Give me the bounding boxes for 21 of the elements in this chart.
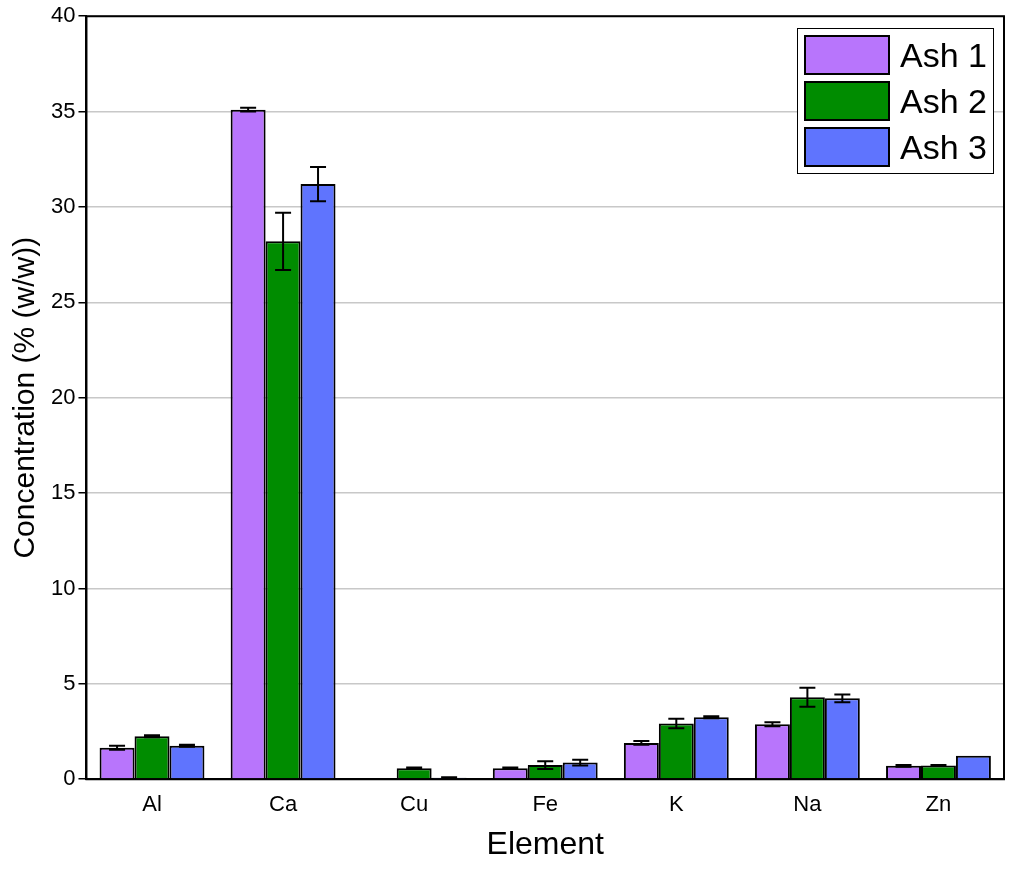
legend-label: Ash 1 bbox=[900, 35, 987, 75]
x-tick-label: Ca bbox=[269, 791, 298, 817]
x-tick-label: Cu bbox=[400, 791, 429, 817]
y-tick-label: 30 bbox=[50, 193, 76, 219]
x-tick-label: Al bbox=[142, 791, 162, 817]
y-axis-title: Concentration (% (w/w)) bbox=[7, 236, 41, 559]
y-tick-label: 15 bbox=[50, 479, 76, 505]
y-tick-label: 25 bbox=[50, 288, 76, 314]
y-tick-label: 35 bbox=[50, 97, 76, 123]
x-axis-title: Element bbox=[486, 824, 605, 861]
x-tick-label: K bbox=[668, 791, 684, 817]
y-tick-label: 40 bbox=[50, 2, 76, 28]
y-tick-label: 10 bbox=[50, 574, 76, 600]
y-tick-label: 5 bbox=[63, 669, 76, 695]
legend-label: Ash 2 bbox=[900, 81, 987, 121]
legend-label: Ash 3 bbox=[900, 127, 987, 167]
x-tick-label: Na bbox=[793, 791, 823, 817]
x-tick-label: Zn bbox=[925, 791, 952, 817]
y-tick-label: 20 bbox=[50, 383, 76, 409]
y-tick-label: 0 bbox=[63, 765, 76, 791]
x-tick-label: Fe bbox=[532, 791, 559, 817]
